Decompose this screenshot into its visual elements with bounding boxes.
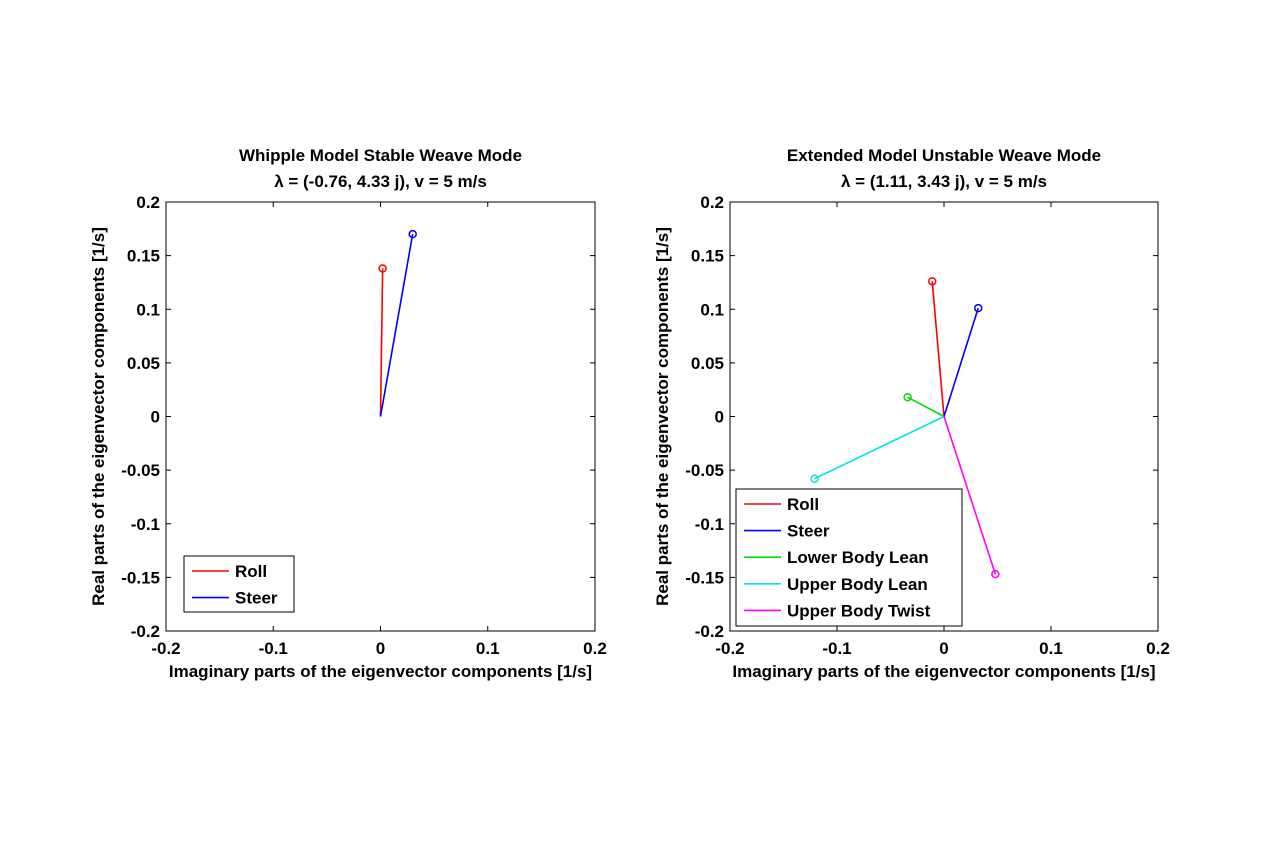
y-tick-label: -0.1 [695,515,724,534]
x-axis-label: Imaginary parts of the eigenvector compo… [732,662,1155,681]
y-axis-label: Real parts of the eigenvector components… [653,227,672,606]
y-tick-label: 0 [715,408,724,427]
y-tick-label: 0.15 [127,247,160,266]
y-tick-label: -0.05 [121,461,160,480]
y-tick-label: -0.1 [131,515,160,534]
y-tick-label: -0.2 [131,622,160,641]
chart-subtitle: λ = (1.11, 3.43 j), v = 5 m/s [841,172,1047,191]
legend-label-upper-body-lean: Upper Body Lean [787,575,928,594]
legend-label-roll: Roll [235,562,267,581]
x-tick-label: 0.1 [476,639,500,658]
series-line-roll [931,281,945,417]
legend-label-upper-body-twist: Upper Body Twist [787,601,931,620]
series-line-roll [379,268,384,417]
series-marker-roll [927,277,937,286]
legend-label-lower-body-lean: Lower Body Lean [787,548,929,567]
x-tick-label: 0.1 [1039,639,1063,658]
y-tick-label: 0.1 [136,300,160,319]
y-tick-label: 0.1 [700,300,724,319]
legend-label-steer: Steer [235,589,278,608]
x-tick-label: -0.1 [259,639,288,658]
x-tick-label: -0.2 [715,639,744,658]
series-line-steer [943,307,980,417]
series-line-upper-body-twist [943,416,997,575]
series-line-steer [379,234,414,417]
x-axis-label: Imaginary parts of the eigenvector compo… [169,662,592,681]
chart-extended-weave: Extended Model Unstable Weave Mode λ = (1… [653,146,1170,681]
y-tick-label: 0.2 [136,193,160,212]
y-tick-label: -0.15 [121,568,160,587]
series-marker-steer [973,303,983,313]
x-tick-label: 0 [376,639,385,658]
x-tick-label: 0.2 [1146,639,1170,658]
series-marker-upper-body-lean [810,474,819,483]
series-marker-upper-body-twist [991,569,1000,579]
y-tick-label: 0 [151,408,160,427]
y-axis-label: Real parts of the eigenvector components… [89,227,108,606]
chart-subtitle: λ = (-0.76, 4.33 j), v = 5 m/s [274,172,487,191]
y-tick-label: -0.2 [695,622,724,641]
series-marker-lower-body-lean [903,392,912,402]
chart-title: Extended Model Unstable Weave Mode [787,146,1101,165]
y-tick-label: 0.05 [127,354,160,373]
y-tick-label: -0.05 [685,461,724,480]
y-tick-label: 0.15 [691,247,724,266]
x-tick-label: 0.2 [583,639,607,658]
series-marker-steer [408,229,417,239]
x-tick-label: -0.1 [822,639,851,658]
legend-label-steer: Steer [787,522,830,541]
x-tick-label: 0 [939,639,948,658]
legend-label-roll: Roll [787,495,819,514]
x-tick-label: -0.2 [151,639,180,658]
series-marker-roll [378,264,387,273]
legend-box [183,555,295,613]
y-tick-label: -0.15 [685,568,724,587]
legend: Roll Steer [183,555,295,613]
series-line-upper-body-lean [814,415,945,480]
legend: Roll Steer Lower Body Lean Upper Body Lean U… [735,488,963,627]
chart-title: Whipple Model Stable Weave Mode [239,146,522,165]
y-tick-label: 0.2 [700,193,724,212]
chart-whipple-weave: Whipple Model Stable Weave Mode λ = (-0.7… [89,146,607,681]
y-tick-label: 0.05 [691,354,724,373]
series-line-lower-body-lean [907,396,945,418]
